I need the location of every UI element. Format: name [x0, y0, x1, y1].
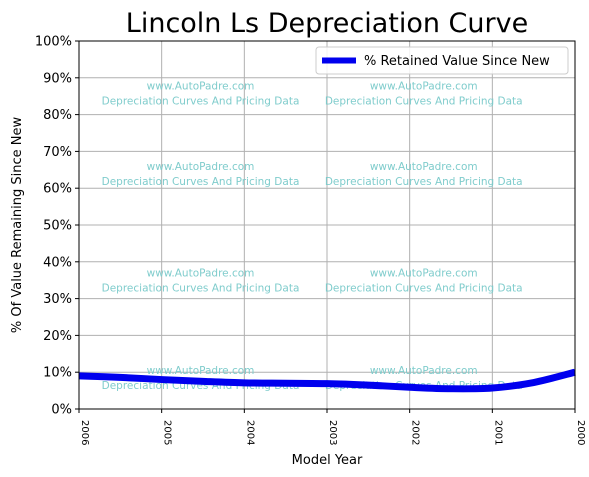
watermark-caption: Depreciation Curves And Pricing Data [325, 176, 523, 188]
y-tick-label: 40% [43, 255, 72, 270]
x-axis-label: Model Year [292, 453, 363, 468]
watermark-url: www.AutoPadre.com [370, 268, 478, 280]
y-tick-label: 70% [43, 145, 72, 160]
y-axis-ticks: 0% 10% 20% 30% 40% 50% 60% 70% 80% 90% 100% [35, 35, 79, 418]
watermark-url: www.AutoPadre.com [370, 81, 478, 93]
y-tick-label: 0% [51, 403, 72, 418]
watermark-caption: Depreciation Curves And Pricing Data [325, 283, 523, 295]
y-axis-label: % Of Value Remaining Since New [10, 117, 25, 334]
x-tick-label: 2000 [575, 420, 586, 445]
watermark-url: www.AutoPadre.com [147, 268, 255, 280]
x-tick-label: 2001 [492, 420, 503, 445]
x-tick-label: 2006 [79, 420, 90, 445]
y-tick-label: 80% [43, 108, 72, 123]
watermark-url: www.AutoPadre.com [147, 81, 255, 93]
y-tick-label: 100% [35, 35, 72, 50]
watermark-caption: Depreciation Curves And Pricing Data [102, 96, 300, 108]
watermark-caption: Depreciation Curves And Pricing Data [325, 96, 523, 108]
legend: % Retained Value Since New [315, 46, 569, 75]
watermark-layer: www.AutoPadre.com Depreciation Curves And… [102, 81, 523, 392]
watermark-caption: Depreciation Curves And Pricing Data [102, 283, 300, 295]
watermark-url: www.AutoPadre.com [370, 161, 478, 173]
x-tick-label: 2003 [327, 420, 338, 445]
watermark-url: www.AutoPadre.com [370, 365, 478, 377]
y-tick-label: 60% [43, 182, 72, 197]
y-tick-label: 10% [43, 366, 72, 381]
x-tick-label: 2005 [162, 420, 173, 445]
y-tick-label: 90% [43, 71, 72, 86]
legend-label: % Retained Value Since New [364, 54, 550, 69]
x-axis-ticks: 2006 2005 2004 2003 2002 2001 2000 [78, 409, 586, 445]
watermark-caption: Depreciation Curves And Pricing Data [102, 176, 300, 188]
watermark-url: www.AutoPadre.com [147, 365, 255, 377]
legend-box [315, 46, 569, 75]
x-tick-label: 2002 [410, 420, 421, 445]
x-tick-label: 2004 [244, 420, 255, 445]
chart-title: Lincoln Ls Depreciation Curve [126, 8, 528, 39]
y-tick-label: 30% [43, 292, 72, 307]
y-tick-label: 20% [43, 329, 72, 344]
watermark-url: www.AutoPadre.com [147, 161, 255, 173]
y-tick-label: 50% [43, 219, 72, 234]
